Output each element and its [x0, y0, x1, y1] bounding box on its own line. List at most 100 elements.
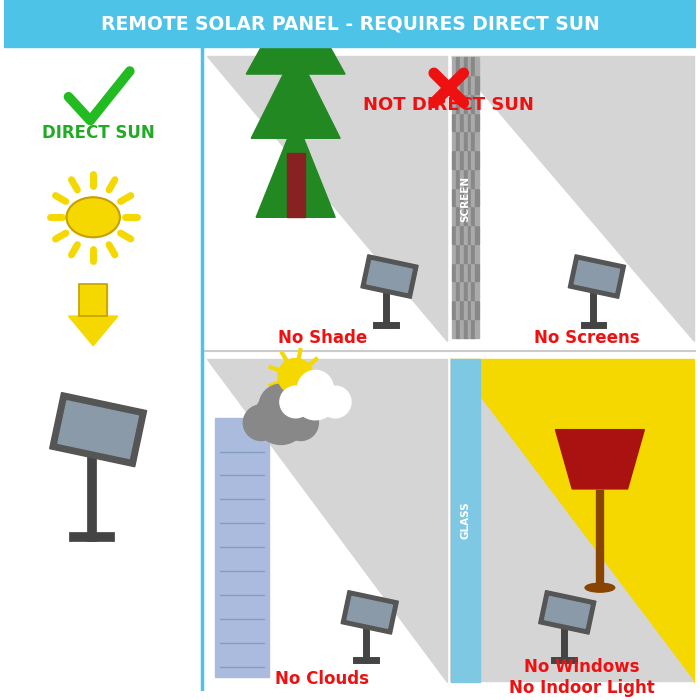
- Bar: [475, 94, 480, 113]
- Bar: [468, 301, 472, 319]
- Bar: [452, 245, 456, 262]
- Bar: [456, 170, 460, 188]
- Bar: [456, 226, 460, 244]
- Polygon shape: [50, 393, 146, 467]
- Bar: [468, 226, 472, 244]
- Bar: [456, 283, 460, 300]
- Bar: [472, 226, 475, 244]
- Bar: [452, 113, 456, 132]
- Bar: [460, 283, 463, 300]
- Bar: [475, 226, 480, 244]
- Bar: [456, 188, 460, 206]
- Bar: [460, 207, 463, 225]
- Polygon shape: [451, 358, 694, 682]
- Bar: [460, 320, 463, 338]
- Bar: [472, 320, 475, 338]
- Polygon shape: [451, 56, 694, 341]
- Bar: [475, 170, 480, 188]
- Polygon shape: [568, 255, 626, 298]
- Bar: [463, 245, 468, 262]
- Circle shape: [278, 358, 314, 394]
- Bar: [456, 76, 460, 94]
- Bar: [460, 301, 463, 319]
- Polygon shape: [341, 591, 398, 634]
- Bar: [460, 170, 463, 188]
- Bar: [452, 320, 456, 338]
- Polygon shape: [69, 316, 118, 346]
- Bar: [460, 113, 463, 132]
- Bar: [79, 284, 107, 316]
- Polygon shape: [570, 430, 629, 459]
- Bar: [475, 57, 480, 75]
- Bar: [472, 170, 475, 188]
- Circle shape: [294, 377, 337, 420]
- Bar: [463, 94, 468, 113]
- Bar: [460, 245, 463, 262]
- Bar: [452, 301, 456, 319]
- Bar: [468, 188, 472, 206]
- Bar: [463, 320, 468, 338]
- Polygon shape: [451, 358, 694, 682]
- Bar: [452, 207, 456, 225]
- Text: SCREEN: SCREEN: [461, 176, 470, 222]
- Circle shape: [280, 386, 312, 418]
- Bar: [463, 76, 468, 94]
- Text: DIRECT SUN: DIRECT SUN: [42, 125, 155, 142]
- Bar: [472, 94, 475, 113]
- Text: REMOTE SOLAR PANEL - REQUIRES DIRECT SUN: REMOTE SOLAR PANEL - REQUIRES DIRECT SUN: [101, 14, 599, 33]
- Bar: [472, 188, 475, 206]
- Bar: [456, 264, 460, 281]
- Bar: [472, 76, 475, 94]
- Bar: [468, 113, 472, 132]
- Bar: [475, 151, 480, 169]
- Bar: [468, 76, 472, 94]
- Bar: [460, 132, 463, 150]
- Bar: [287, 153, 304, 217]
- Bar: [463, 207, 468, 225]
- Polygon shape: [206, 358, 447, 682]
- Text: NOT DIRECT SUN: NOT DIRECT SUN: [363, 96, 534, 113]
- Bar: [463, 188, 468, 206]
- Bar: [468, 151, 472, 169]
- Bar: [468, 283, 472, 300]
- Bar: [468, 170, 472, 188]
- Polygon shape: [361, 255, 418, 298]
- Bar: [468, 320, 472, 338]
- Bar: [452, 283, 456, 300]
- Polygon shape: [367, 260, 412, 293]
- Bar: [475, 207, 480, 225]
- Text: GLASS: GLASS: [461, 501, 470, 539]
- Bar: [452, 226, 456, 244]
- Text: No Shade: No Shade: [278, 329, 367, 346]
- Bar: [475, 132, 480, 150]
- Bar: [79, 284, 107, 316]
- Bar: [456, 132, 460, 150]
- Text: No Clouds: No Clouds: [275, 669, 370, 687]
- Ellipse shape: [585, 583, 615, 592]
- Circle shape: [244, 405, 279, 440]
- Bar: [475, 188, 480, 206]
- Bar: [460, 94, 463, 113]
- Bar: [463, 301, 468, 319]
- Bar: [468, 245, 472, 262]
- Bar: [472, 207, 475, 225]
- Circle shape: [254, 391, 307, 444]
- Bar: [468, 264, 472, 281]
- Bar: [463, 151, 468, 169]
- Bar: [452, 188, 456, 206]
- Bar: [460, 226, 463, 244]
- Circle shape: [283, 405, 318, 440]
- Bar: [460, 264, 463, 281]
- Bar: [463, 113, 468, 132]
- Polygon shape: [347, 596, 393, 629]
- Bar: [475, 245, 480, 262]
- Circle shape: [319, 386, 351, 418]
- Polygon shape: [539, 591, 596, 634]
- Bar: [472, 301, 475, 319]
- Bar: [468, 57, 472, 75]
- Bar: [460, 57, 463, 75]
- Ellipse shape: [66, 197, 120, 237]
- Bar: [463, 57, 468, 75]
- Bar: [456, 301, 460, 319]
- Bar: [472, 132, 475, 150]
